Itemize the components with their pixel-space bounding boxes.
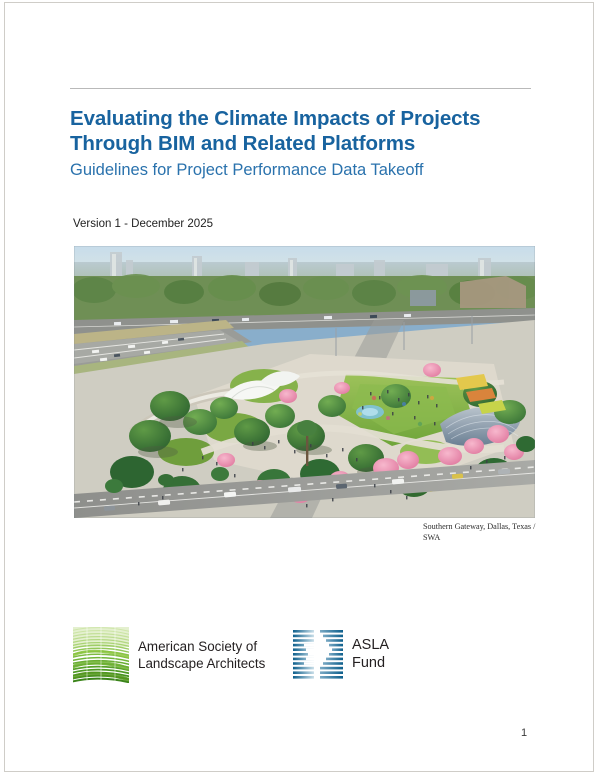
asla-fund-logo-text: ASLA Fund bbox=[352, 636, 389, 673]
title-line-1: Evaluating the Climate Impacts of Projec… bbox=[70, 107, 481, 130]
page-subtitle: Guidelines for Project Performance Data … bbox=[70, 161, 424, 179]
title-line-2: Through BIM and Related Platforms bbox=[70, 132, 416, 155]
asla-fund-logo: ASLA Fund bbox=[292, 627, 389, 681]
document-page: Evaluating the Climate Impacts of Projec… bbox=[4, 2, 594, 772]
asla-fund-logo-line-2: Fund bbox=[352, 655, 386, 671]
title-block: Evaluating the Climate Impacts of Projec… bbox=[70, 106, 540, 180]
page-title: Evaluating the Climate Impacts of Projec… bbox=[70, 106, 540, 156]
asla-logo: American Society of Landscape Architects bbox=[73, 627, 265, 683]
header-divider bbox=[70, 88, 531, 89]
photo-caption: Southern Gateway, Dallas, Texas / SWA bbox=[423, 522, 538, 543]
asla-logo-line-2: Landscape Architects bbox=[138, 656, 266, 671]
version-label: Version 1 - December 2025 bbox=[73, 218, 213, 230]
asla-logo-text: American Society of Landscape Architects bbox=[138, 638, 265, 673]
page-number: 1 bbox=[521, 727, 528, 739]
caption-line-2: Texas / SWA bbox=[423, 522, 536, 542]
asla-fund-logo-mark bbox=[292, 627, 344, 681]
asla-fund-logo-line-1: ASLA bbox=[352, 636, 390, 653]
logo-row: American Society of Landscape Architects bbox=[73, 625, 493, 695]
caption-line-1: Southern Gateway, Dallas, bbox=[423, 522, 511, 531]
asla-logo-line-1: American Society of bbox=[138, 638, 258, 654]
asla-logo-mark bbox=[73, 627, 129, 683]
cover-photo bbox=[74, 246, 535, 518]
